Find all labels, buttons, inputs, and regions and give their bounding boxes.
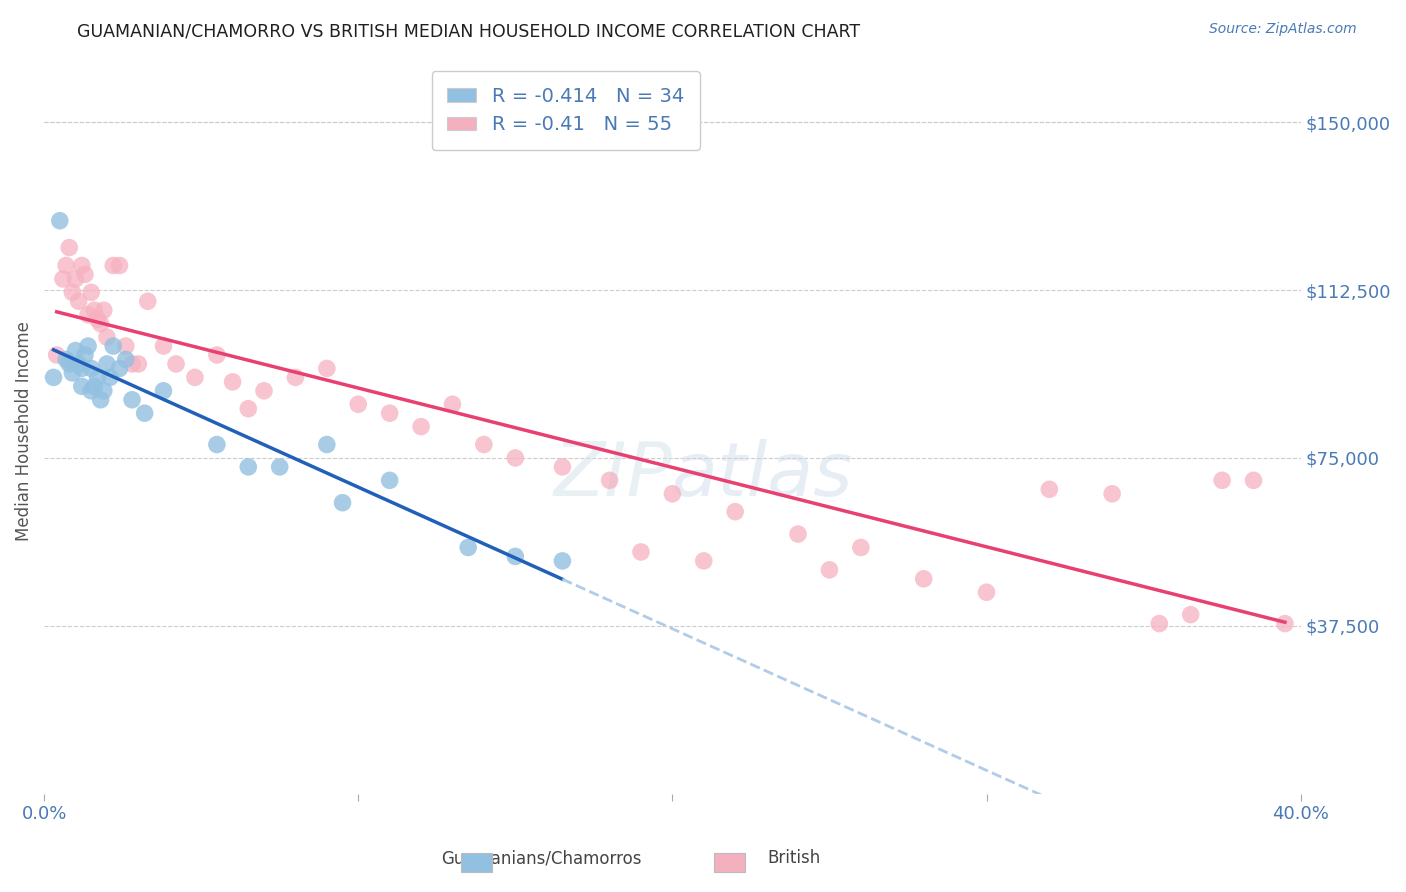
- Point: [83, 303, 105, 318]
- Point: [472, 437, 495, 451]
- Point: [818, 563, 841, 577]
- Point: [238, 459, 260, 474]
- Point: [661, 487, 683, 501]
- Point: [1211, 473, 1233, 487]
- Point: [77, 339, 100, 353]
- Point: [912, 572, 935, 586]
- Point: [409, 419, 432, 434]
- Point: [70, 379, 93, 393]
- Point: [205, 437, 228, 451]
- Point: [284, 370, 307, 384]
- Text: Source: ZipAtlas.com: Source: ZipAtlas.com: [1209, 22, 1357, 37]
- Point: [98, 370, 121, 384]
- Point: [269, 459, 291, 474]
- Point: [134, 406, 156, 420]
- Point: [165, 357, 187, 371]
- Point: [551, 459, 574, 474]
- Point: [67, 294, 90, 309]
- Legend: R = -0.414   N = 34, R = -0.41   N = 55: R = -0.414 N = 34, R = -0.41 N = 55: [432, 71, 700, 150]
- Text: ZIP: ZIP: [554, 439, 672, 510]
- Point: [70, 361, 93, 376]
- Point: [49, 213, 72, 227]
- Point: [121, 357, 143, 371]
- Point: [108, 361, 131, 376]
- Point: [67, 357, 90, 371]
- Point: [80, 384, 103, 398]
- Point: [86, 312, 108, 326]
- Point: [849, 541, 872, 555]
- Point: [93, 303, 115, 318]
- Point: [73, 268, 96, 282]
- Point: [80, 361, 103, 376]
- Point: [441, 397, 464, 411]
- Point: [505, 450, 527, 465]
- Point: [315, 437, 337, 451]
- Point: [121, 392, 143, 407]
- Point: [65, 272, 87, 286]
- Point: [103, 259, 125, 273]
- Point: [1274, 616, 1296, 631]
- Point: [551, 554, 574, 568]
- Point: [114, 339, 136, 353]
- Point: [52, 272, 75, 286]
- Point: [332, 496, 354, 510]
- Point: [1243, 473, 1265, 487]
- Point: [184, 370, 207, 384]
- Point: [90, 392, 112, 407]
- Point: [127, 357, 149, 371]
- Point: [221, 375, 243, 389]
- Point: [83, 379, 105, 393]
- Point: [42, 370, 65, 384]
- Y-axis label: Median Household Income: Median Household Income: [15, 321, 32, 541]
- Point: [60, 285, 83, 300]
- Text: British: British: [768, 849, 821, 867]
- Point: [60, 366, 83, 380]
- Point: [152, 384, 174, 398]
- Point: [96, 330, 118, 344]
- Point: [90, 317, 112, 331]
- Point: [70, 259, 93, 273]
- Point: [205, 348, 228, 362]
- Point: [58, 357, 80, 371]
- Point: [378, 406, 401, 420]
- Point: [58, 241, 80, 255]
- Text: GUAMANIAN/CHAMORRO VS BRITISH MEDIAN HOUSEHOLD INCOME CORRELATION CHART: GUAMANIAN/CHAMORRO VS BRITISH MEDIAN HOU…: [77, 22, 860, 40]
- Point: [1038, 483, 1060, 497]
- Point: [505, 549, 527, 564]
- Point: [787, 527, 810, 541]
- Point: [86, 370, 108, 384]
- Point: [55, 259, 77, 273]
- Point: [55, 352, 77, 367]
- Point: [108, 259, 131, 273]
- Point: [93, 384, 115, 398]
- Point: [96, 357, 118, 371]
- Point: [114, 352, 136, 367]
- Point: [693, 554, 716, 568]
- Point: [457, 541, 479, 555]
- Point: [599, 473, 621, 487]
- Point: [347, 397, 370, 411]
- Point: [238, 401, 260, 416]
- Point: [65, 343, 87, 358]
- Point: [378, 473, 401, 487]
- Point: [253, 384, 276, 398]
- Text: Guamanians/Chamorros: Guamanians/Chamorros: [441, 849, 641, 867]
- Point: [724, 505, 747, 519]
- Point: [976, 585, 998, 599]
- Point: [103, 339, 125, 353]
- Point: [315, 361, 337, 376]
- Point: [1101, 487, 1123, 501]
- Point: [80, 285, 103, 300]
- Point: [73, 348, 96, 362]
- Point: [1149, 616, 1171, 631]
- Point: [136, 294, 159, 309]
- Point: [630, 545, 652, 559]
- Point: [77, 308, 100, 322]
- Point: [1180, 607, 1202, 622]
- Point: [152, 339, 174, 353]
- Text: atlas: atlas: [672, 439, 853, 510]
- Point: [45, 348, 67, 362]
